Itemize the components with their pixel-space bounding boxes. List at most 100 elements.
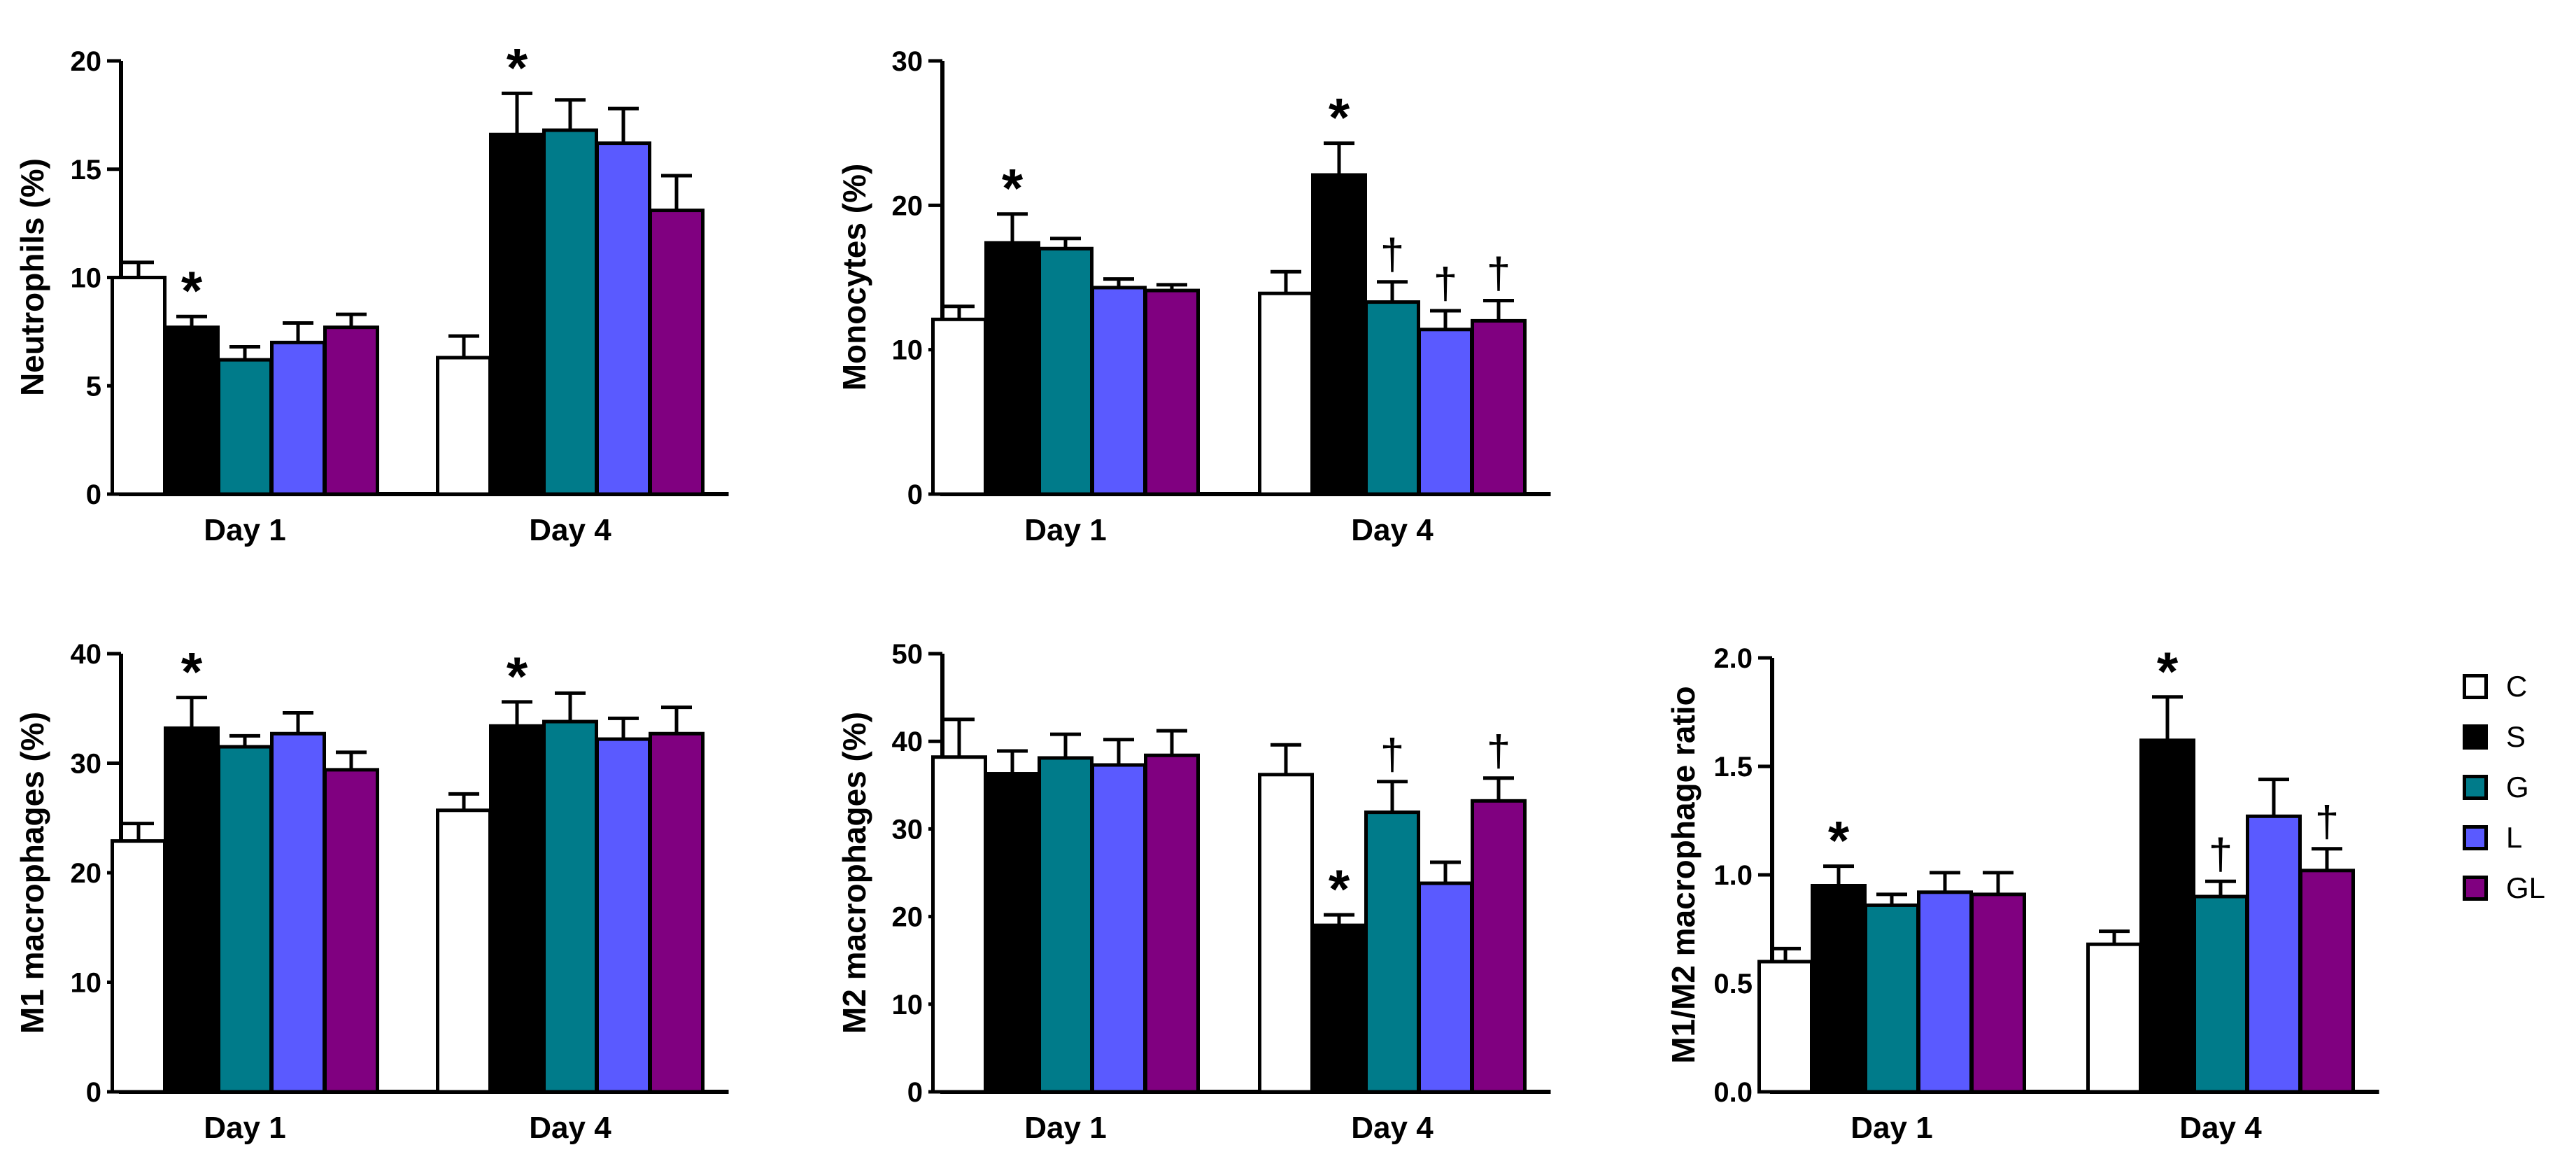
bar: [1757, 960, 1813, 1094]
y-tick-label: 10: [892, 335, 923, 366]
y-axis-label: Neutrophils (%): [14, 158, 50, 396]
bar: [489, 132, 545, 496]
bar: [649, 209, 705, 496]
x-tick-label: Day 4: [1351, 1111, 1434, 1145]
significance-dagger: †: [1380, 231, 1404, 279]
bar: [595, 737, 651, 1094]
bar: [217, 358, 273, 496]
significance-dagger: †: [2209, 830, 2232, 878]
y-tick-label: 50: [892, 639, 923, 670]
bar: [111, 839, 167, 1094]
bar: [1364, 300, 1420, 496]
panel-3: 0 10 20 30 40 M1 macrophages (%) Day 1 Day 4 * *: [14, 639, 729, 1145]
x-tick-label: Day 1: [204, 513, 285, 547]
bar: [1811, 884, 1867, 1094]
panel-1: 0 5 10 15 20 Neutrophils (%) Day 1 Day 4 * *: [14, 36, 729, 547]
x-tick-label: Day 4: [1351, 513, 1434, 547]
bar: [2193, 894, 2249, 1094]
bar: [2246, 814, 2302, 1094]
x-tick-label: Day 4: [529, 1111, 611, 1145]
bar: [1417, 881, 1473, 1094]
legend-label-g: G: [2506, 771, 2529, 803]
x-tick-label: Day 1: [1024, 1111, 1106, 1145]
legend-swatch-c: [2463, 674, 2488, 699]
bar: [1864, 903, 1920, 1094]
bar: [2086, 942, 2142, 1094]
significance-asterisk: *: [1002, 157, 1024, 219]
significance-dagger: †: [2315, 798, 2339, 846]
bar: [1364, 810, 1420, 1094]
y-tick-label: 20: [71, 858, 102, 889]
bar: [1417, 328, 1473, 496]
bar: [984, 241, 1040, 496]
bar: [542, 128, 598, 496]
bar: [2139, 738, 2195, 1094]
legend-label-c: C: [2506, 670, 2528, 703]
y-tick-label: 0: [907, 479, 923, 510]
bar: [164, 325, 220, 496]
bar: [1970, 892, 2026, 1094]
bar: [164, 726, 220, 1094]
bar: [1038, 756, 1094, 1094]
bar: [1038, 246, 1094, 496]
bar: [1917, 890, 1973, 1094]
significance-asterisk: *: [181, 260, 203, 321]
legend-label-l: L: [2506, 821, 2523, 854]
legend-item-l: L: [2463, 813, 2568, 863]
x-tick-label: Day 1: [1850, 1111, 1932, 1145]
bar: [2299, 869, 2355, 1094]
y-tick-label: 30: [892, 814, 923, 845]
y-tick-label: 1.5: [1713, 752, 1753, 782]
legend-swatch-s: [2463, 724, 2488, 750]
y-tick-label: 0.5: [1713, 969, 1753, 999]
y-tick-label: 10: [71, 263, 102, 294]
legend-swatch-g: [2463, 775, 2488, 800]
y-tick-label: 30: [71, 749, 102, 780]
bar: [323, 325, 379, 496]
y-tick-label: 0: [86, 1077, 101, 1108]
bar: [1258, 773, 1314, 1094]
bar: [1258, 291, 1314, 496]
bar: [217, 745, 273, 1094]
panel-2: 0 10 20 30 Monocytes (%) Day 1 Day 4 * * † † †: [836, 46, 1551, 547]
y-tick-label: 0: [907, 1077, 923, 1108]
bar: [436, 356, 492, 496]
bar: [931, 755, 987, 1094]
bar: [1311, 923, 1367, 1094]
y-tick-label: 40: [71, 639, 102, 670]
significance-dagger: †: [1487, 250, 1510, 298]
y-tick-label: 20: [892, 902, 923, 933]
bar: [649, 731, 705, 1094]
y-tick-label: 10: [71, 968, 102, 999]
y-tick-label: 0: [86, 479, 101, 510]
bar: [1471, 318, 1527, 496]
y-tick-label: 20: [892, 190, 923, 221]
significance-dagger: †: [1434, 260, 1457, 308]
bar: [542, 719, 598, 1094]
x-tick-label: Day 1: [1024, 513, 1106, 547]
significance-asterisk: *: [507, 36, 528, 98]
legend-label-s: S: [2506, 720, 2526, 753]
y-tick-label: 40: [892, 726, 923, 757]
y-axis-label: Monocytes (%): [836, 164, 872, 391]
bar: [436, 808, 492, 1094]
legend-item-c: C: [2463, 661, 2568, 712]
bar: [1091, 763, 1147, 1094]
x-tick-label: Day 4: [529, 513, 611, 547]
bar: [270, 340, 326, 496]
legend-item-gl: GL: [2463, 863, 2568, 913]
significance-asterisk: *: [2157, 640, 2179, 702]
y-tick-label: 15: [71, 155, 102, 185]
x-tick-label: Day 1: [204, 1111, 285, 1145]
y-tick-label: 10: [892, 990, 923, 1020]
y-axis-label: M2 macrophages (%): [836, 712, 872, 1034]
significance-dagger: †: [1487, 727, 1510, 775]
significance-asterisk: *: [1828, 810, 1850, 871]
bar: [323, 768, 379, 1094]
bar: [270, 731, 326, 1094]
y-axis-label: M1 macrophages (%): [14, 712, 50, 1034]
bar: [984, 772, 1040, 1094]
legend-item-g: G: [2463, 762, 2568, 813]
legend-label-gl: GL: [2506, 871, 2546, 904]
